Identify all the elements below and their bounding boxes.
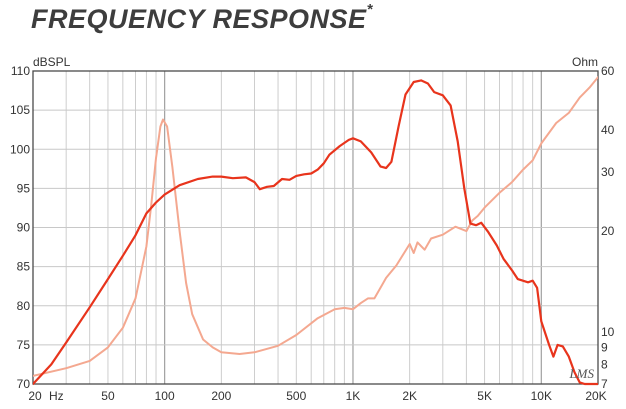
plot-frame [32, 70, 599, 385]
x-tick-label: 500 [286, 389, 306, 403]
x-axis-unit-label: Hz [49, 389, 64, 403]
chart-title-asterisk: * [366, 1, 373, 18]
x-tick-label: 5K [477, 389, 492, 403]
x-tick-label: 200 [211, 389, 231, 403]
y-tick-label: 80 [17, 299, 31, 313]
x-tick-label: 10K [531, 389, 552, 403]
x-tick-label: 20K [585, 389, 606, 403]
y-tick-label: 110 [11, 64, 30, 78]
watermark-logo: LMS [568, 366, 594, 381]
y-axis-label: dBSPL [33, 55, 71, 69]
y2-tick-label: 8 [601, 358, 608, 372]
x-tick-label: 50 [101, 389, 115, 403]
y2-axis-label: Ohm [572, 55, 598, 69]
y2-tick-label: 7 [601, 377, 608, 391]
y-tick-label: 70 [17, 377, 31, 391]
y2-tick-label: 10 [601, 325, 615, 339]
y2-tick-label: 9 [601, 340, 608, 354]
y2-tick-label: 60 [601, 64, 615, 78]
y-tick-label: 85 [17, 260, 31, 274]
x-tick-label: 2K [402, 389, 417, 403]
x-tick-label: 100 [155, 389, 175, 403]
y2-tick-label: 20 [601, 224, 615, 238]
y-tick-label: 90 [17, 221, 31, 235]
chart-title-text: FREQUENCY RESPONSE [31, 4, 367, 34]
x-tick-label: 20 [28, 389, 42, 403]
spl-series-line [33, 79, 598, 386]
y2-tick-label: 40 [601, 123, 615, 137]
y-tick-label: 100 [10, 142, 30, 156]
y2-tick-label: 30 [601, 165, 615, 179]
x-tick-label: 1K [346, 389, 361, 403]
chart-title: FREQUENCY RESPONSE* [31, 1, 373, 35]
y-tick-label: 75 [17, 338, 31, 352]
y-tick-label: 105 [10, 103, 30, 117]
y-tick-label: 95 [17, 181, 31, 195]
impedance-series-line [33, 76, 598, 377]
